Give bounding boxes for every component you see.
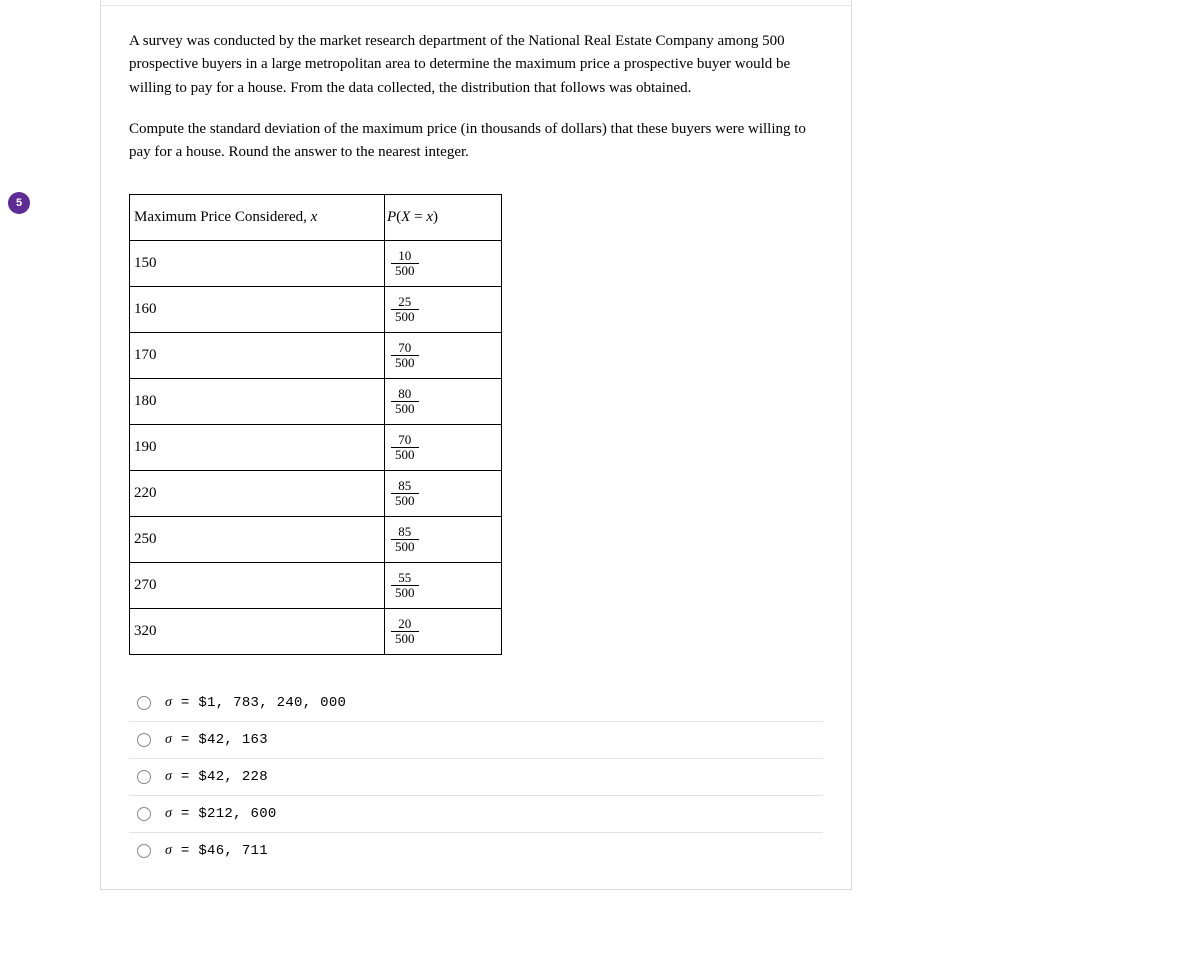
distribution-table: Maximum Price Considered, x P(X = x) 150… — [129, 194, 502, 655]
question-number-badge: 5 — [8, 192, 30, 214]
fraction-denominator: 500 — [391, 632, 419, 646]
fraction-numerator: 85 — [391, 525, 419, 540]
prompt-paragraph-2: Compute the standard deviation of the ma… — [129, 118, 823, 165]
table-cell-p: 55500 — [385, 563, 502, 609]
table-cell-p: 20500 — [385, 609, 502, 655]
option-text: = $1, 783, 240, 000 — [172, 695, 346, 711]
fraction-numerator: 70 — [391, 433, 419, 448]
table-cell-x: 150 — [130, 241, 385, 287]
option-label: σ = $42, 163 — [165, 732, 268, 748]
answer-option[interactable]: σ = $1, 783, 240, 000 — [129, 685, 823, 722]
fraction: 85500 — [387, 477, 423, 509]
option-text: = $42, 228 — [172, 769, 268, 785]
table-row: 27055500 — [130, 563, 502, 609]
table-row: 17070500 — [130, 333, 502, 379]
fraction: 80500 — [387, 385, 423, 417]
option-text: = $212, 600 — [172, 806, 276, 822]
table-cell-p: 85500 — [385, 517, 502, 563]
header-p-var1: X — [401, 209, 410, 225]
fraction: 70500 — [387, 339, 423, 371]
table-cell-p: 85500 — [385, 471, 502, 517]
option-text: = $46, 711 — [172, 843, 268, 859]
table-cell-p: 80500 — [385, 379, 502, 425]
prompt-paragraph-1: A survey was conducted by the market res… — [129, 30, 823, 100]
option-text: = $42, 163 — [172, 732, 268, 748]
answer-option[interactable]: σ = $212, 600 — [129, 796, 823, 833]
table-row: 19070500 — [130, 425, 502, 471]
fraction-numerator: 70 — [391, 341, 419, 356]
table-row: 22085500 — [130, 471, 502, 517]
fraction: 55500 — [387, 569, 423, 601]
answer-option[interactable]: σ = $46, 711 — [129, 833, 823, 869]
table-cell-p: 25500 — [385, 287, 502, 333]
radio-icon[interactable] — [137, 807, 151, 821]
fraction: 70500 — [387, 431, 423, 463]
radio-icon[interactable] — [137, 844, 151, 858]
table-cell-p: 10500 — [385, 241, 502, 287]
table-header-x: Maximum Price Considered, x — [130, 195, 385, 241]
fraction: 20500 — [387, 615, 423, 647]
fraction: 85500 — [387, 523, 423, 555]
table-header-p: P(X = x) — [385, 195, 502, 241]
table-row: 18080500 — [130, 379, 502, 425]
table-cell-x: 170 — [130, 333, 385, 379]
radio-icon[interactable] — [137, 770, 151, 784]
table-row: 32020500 — [130, 609, 502, 655]
table-cell-x: 220 — [130, 471, 385, 517]
header-x-prefix: Maximum Price Considered, — [134, 209, 311, 225]
table-row: 15010500 — [130, 241, 502, 287]
header-p-var2: x — [426, 209, 433, 225]
answer-option[interactable]: σ = $42, 228 — [129, 759, 823, 796]
option-label: σ = $212, 600 — [165, 806, 277, 822]
panel-content: A survey was conducted by the market res… — [101, 6, 851, 889]
answer-options: σ = $1, 783, 240, 000 σ = $42, 163 σ = $42… — [129, 685, 823, 869]
question-prompt: A survey was conducted by the market res… — [129, 30, 823, 164]
table-cell-p: 70500 — [385, 333, 502, 379]
distribution-table-wrap: Maximum Price Considered, x P(X = x) 150… — [129, 194, 823, 655]
fraction-denominator: 500 — [391, 402, 419, 416]
fraction-numerator: 80 — [391, 387, 419, 402]
fraction-denominator: 500 — [391, 264, 419, 278]
fraction-denominator: 500 — [391, 310, 419, 324]
option-label: σ = $1, 783, 240, 000 — [165, 695, 346, 711]
fraction-numerator: 10 — [391, 249, 419, 264]
table-cell-x: 250 — [130, 517, 385, 563]
fraction-numerator: 20 — [391, 617, 419, 632]
page: 5 A survey was conducted by the market r… — [0, 0, 1200, 971]
table-row: 25085500 — [130, 517, 502, 563]
fraction-numerator: 85 — [391, 479, 419, 494]
fraction: 25500 — [387, 293, 423, 325]
fraction-denominator: 500 — [391, 494, 419, 508]
answer-option[interactable]: σ = $42, 163 — [129, 722, 823, 759]
fraction-denominator: 500 — [391, 540, 419, 554]
radio-icon[interactable] — [137, 733, 151, 747]
question-panel: A survey was conducted by the market res… — [100, 0, 852, 890]
header-p-eq: = — [410, 209, 426, 225]
radio-icon[interactable] — [137, 696, 151, 710]
option-label: σ = $42, 228 — [165, 769, 268, 785]
table-row: 16025500 — [130, 287, 502, 333]
table-cell-p: 70500 — [385, 425, 502, 471]
table-cell-x: 190 — [130, 425, 385, 471]
table-cell-x: 270 — [130, 563, 385, 609]
header-x-var: x — [311, 209, 318, 225]
fraction-denominator: 500 — [391, 586, 419, 600]
table-cell-x: 180 — [130, 379, 385, 425]
fraction-numerator: 55 — [391, 571, 419, 586]
fraction-denominator: 500 — [391, 448, 419, 462]
table-header-row: Maximum Price Considered, x P(X = x) — [130, 195, 502, 241]
fraction-denominator: 500 — [391, 356, 419, 370]
fraction-numerator: 25 — [391, 295, 419, 310]
table-cell-x: 320 — [130, 609, 385, 655]
fraction: 10500 — [387, 247, 423, 279]
header-p-prefix: P — [387, 209, 396, 225]
table-cell-x: 160 — [130, 287, 385, 333]
option-label: σ = $46, 711 — [165, 843, 268, 859]
